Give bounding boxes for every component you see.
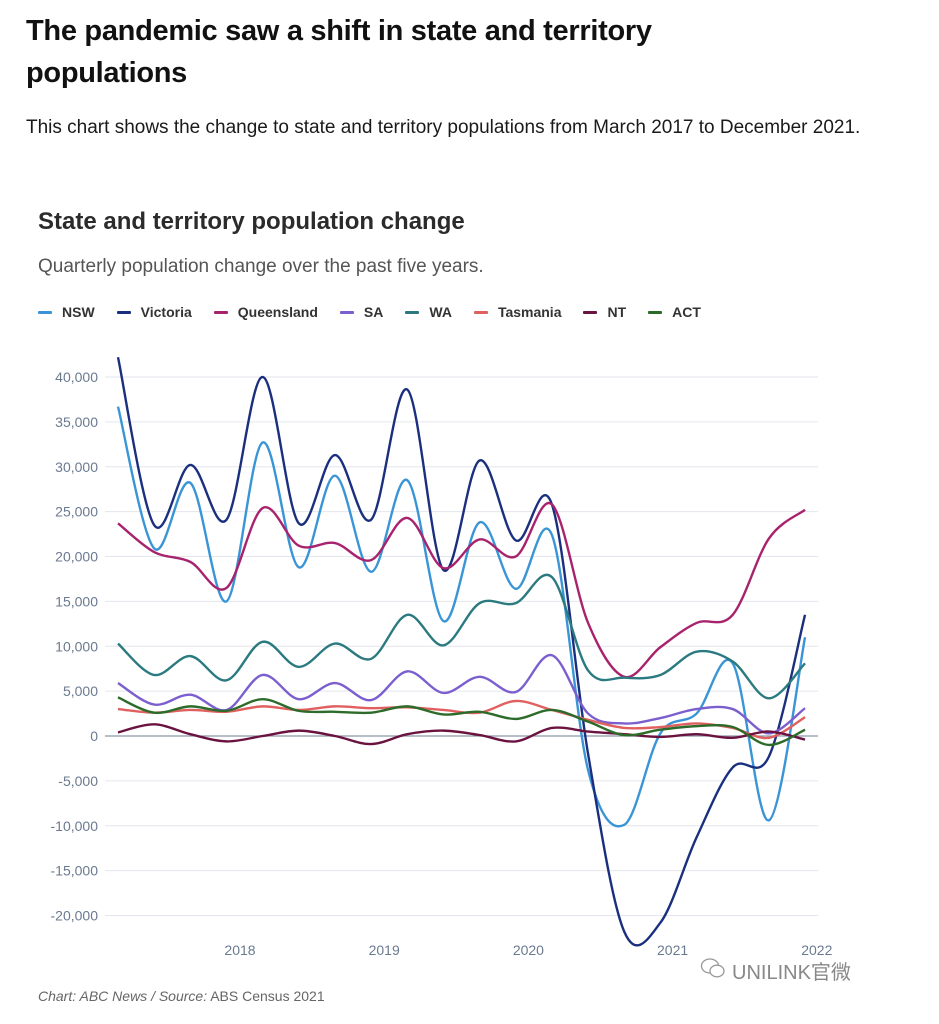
watermark: UNILINK官微	[700, 956, 851, 985]
x-tick-label: 2022	[801, 942, 832, 958]
legend-swatch	[116, 310, 131, 314]
x-tick-label: 2020	[513, 942, 544, 958]
legend-label: ACT	[672, 304, 701, 320]
y-tick-label: -15,000	[51, 863, 99, 879]
x-tick-label: 2019	[369, 942, 400, 958]
legend-label: Queensland	[237, 304, 318, 320]
legend-label: NT	[607, 304, 627, 320]
legend-item: WA	[405, 304, 452, 320]
y-tick-label: 25,000	[55, 504, 98, 520]
series-line-nsw	[116, 406, 807, 828]
chart-legend: NSW Victoria Queensland SA WA Tasmania NT ACT	[38, 304, 723, 320]
series-line-wa	[117, 573, 806, 700]
legend-label: SA	[363, 304, 384, 320]
legend-swatch	[473, 310, 488, 314]
legend-swatch	[339, 310, 354, 314]
legend-item: NT	[583, 304, 626, 320]
chart-footer: Chart: ABC News / Source: ABS Census 202…	[38, 988, 325, 1004]
legend-item: NSW	[38, 304, 95, 320]
legend-item: ACT	[648, 304, 701, 320]
y-tick-label: 20,000	[55, 549, 98, 565]
chart-source: ABS Census 2021	[210, 988, 325, 1004]
y-tick-label: 30,000	[55, 459, 98, 475]
y-tick-label: 35,000	[55, 414, 98, 430]
series-line-queensland	[117, 501, 806, 679]
series-line-victoria	[116, 357, 807, 947]
legend-swatch	[583, 310, 598, 314]
legend-label: Victoria	[140, 304, 192, 320]
y-tick-label: 0	[90, 728, 98, 744]
legend-label: NSW	[62, 304, 95, 320]
chart-subtitle: Quarterly population change over the pas…	[38, 256, 484, 277]
series-line-act	[117, 696, 806, 747]
legend-swatch	[213, 310, 228, 314]
legend-item: Queensland	[213, 304, 318, 320]
line-chart: 40,000 35,000 30,000 25,000 20,000 15,000 10,0…	[51, 357, 833, 958]
page-description: This chart shows the change to state and…	[26, 117, 861, 138]
y-tick-label: -5,000	[58, 773, 98, 789]
y-tick-label: -10,000	[51, 818, 99, 834]
watermark-text: UNILINK官微	[732, 962, 851, 984]
page-title: The pandemic saw a shift in state and te…	[26, 15, 652, 89]
series-line-sa	[117, 654, 806, 735]
legend-swatch	[648, 310, 663, 314]
chart-title: State and territory population change	[38, 208, 465, 235]
legend-label: Tasmania	[497, 304, 562, 320]
y-tick-label: 5,000	[63, 683, 98, 699]
y-tick-label: 15,000	[55, 593, 98, 609]
y-tick-label: 40,000	[55, 369, 98, 385]
legend-item: Victoria	[116, 304, 192, 320]
legend-swatch	[405, 310, 420, 314]
series-line-nt	[117, 723, 806, 746]
chart-credit: Chart: ABC News / Source:	[38, 988, 208, 1004]
x-tick-label: 2021	[657, 942, 688, 958]
legend-item: SA	[339, 304, 384, 320]
legend-label: WA	[429, 304, 452, 320]
wechat-icon	[700, 957, 726, 985]
y-tick-label: -20,000	[51, 908, 99, 924]
x-tick-label: 2018	[224, 942, 255, 958]
legend-swatch	[38, 310, 52, 314]
legend-item: Tasmania	[473, 304, 562, 320]
y-tick-label: 10,000	[55, 638, 98, 654]
